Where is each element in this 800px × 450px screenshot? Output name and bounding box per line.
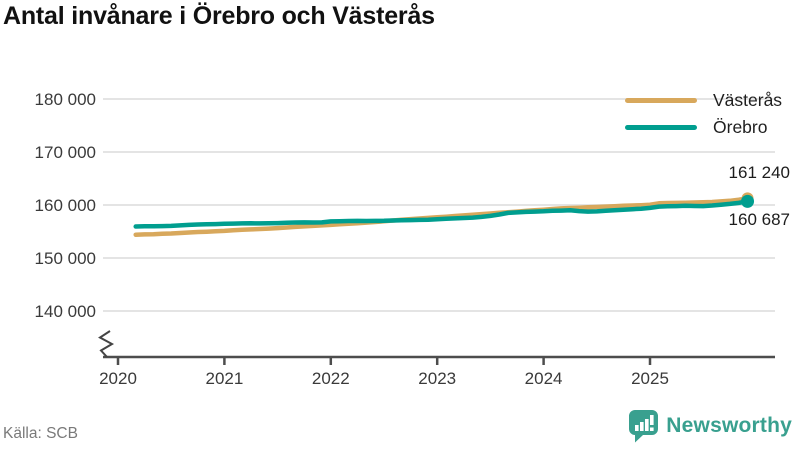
x-axis-tick-label: 2022 — [312, 369, 350, 388]
bar-2 — [640, 422, 644, 431]
bar-3 — [645, 419, 649, 431]
x-axis-tick-label: 2020 — [99, 369, 137, 388]
end-value-label-vasteras: 161 240 — [728, 163, 790, 182]
x-axis-tick-label: 2023 — [418, 369, 456, 388]
y-axis-tick-label: 150 000 — [35, 249, 96, 268]
brand-logo: Newsworthy — [628, 409, 792, 443]
chart-title: Antal invånare i Örebro och Västerås — [3, 2, 435, 30]
legend-label-vasteras: Västerås — [713, 90, 783, 110]
end-dot-orebro — [741, 194, 755, 208]
brand-name: Newsworthy — [666, 414, 792, 437]
exclamation-stem — [650, 415, 654, 425]
y-axis-tick-label: 180 000 — [35, 90, 96, 109]
y-axis-tick-label: 160 000 — [35, 196, 96, 215]
chart-legend: Västerås Örebro — [625, 88, 782, 142]
x-axis-tick-label: 2024 — [525, 369, 563, 388]
newsworthy-chart-bubble-icon — [629, 410, 659, 443]
y-axis-tick-label: 140 000 — [35, 302, 96, 321]
end-value-label-orebro: 160 687 — [728, 210, 790, 229]
legend-item-orebro: Örebro — [625, 115, 782, 140]
bar-1 — [635, 425, 639, 431]
series-line-vasteras — [133, 196, 750, 237]
y-axis-tick-label: 170 000 — [35, 143, 96, 162]
exclamation-dot — [650, 427, 654, 431]
axis-break-icon — [98, 330, 115, 358]
legend-item-vasteras: Västerås — [625, 88, 782, 113]
x-axis-tick-label: 2025 — [631, 369, 669, 388]
legend-swatch-vasteras — [625, 98, 697, 103]
legend-swatch-orebro — [625, 125, 697, 130]
x-axis-tick-label: 2021 — [205, 369, 243, 388]
series-line-orebro — [133, 199, 750, 229]
legend-label-orebro: Örebro — [713, 117, 768, 137]
source-note: Källa: SCB — [3, 425, 78, 442]
